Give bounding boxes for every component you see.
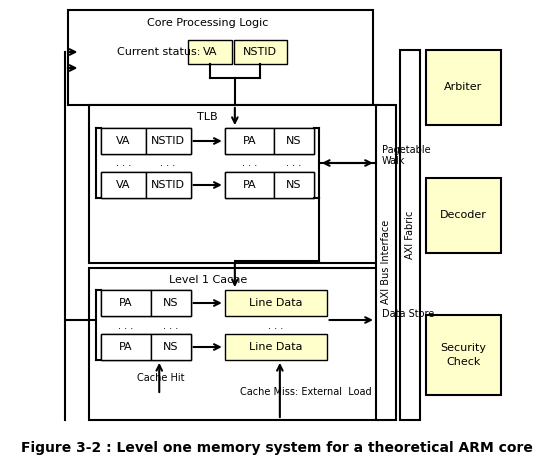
Bar — [102, 290, 151, 316]
Bar — [145, 172, 191, 198]
Text: VA: VA — [116, 180, 131, 190]
Text: Pagetable: Pagetable — [382, 145, 430, 155]
Bar — [225, 334, 327, 360]
Bar — [225, 128, 314, 154]
Bar — [274, 128, 314, 154]
Text: Decoder: Decoder — [440, 210, 487, 220]
Bar — [145, 128, 191, 154]
Bar — [274, 172, 314, 198]
Text: AXI Bus Interface: AXI Bus Interface — [381, 220, 391, 304]
Text: . . .: . . . — [242, 158, 257, 168]
Text: NS: NS — [286, 180, 301, 190]
Text: Core Processing Logic: Core Processing Logic — [147, 18, 268, 28]
Text: . . .: . . . — [118, 321, 134, 331]
Text: PA: PA — [119, 298, 133, 308]
Text: NS: NS — [286, 136, 301, 146]
Text: VA: VA — [116, 136, 131, 146]
Bar — [102, 290, 191, 316]
Text: TLB: TLB — [197, 112, 218, 122]
Text: . . .: . . . — [163, 321, 178, 331]
Text: . . .: . . . — [160, 158, 175, 168]
Text: Security: Security — [440, 343, 486, 353]
Bar — [102, 334, 191, 360]
Text: PA: PA — [242, 136, 256, 146]
Bar — [426, 315, 500, 395]
Bar — [102, 172, 191, 198]
Text: Current status:: Current status: — [117, 47, 200, 57]
Text: Cache Hit: Cache Hit — [137, 373, 185, 383]
Text: . . .: . . . — [286, 158, 301, 168]
Text: NSTID: NSTID — [151, 180, 185, 190]
Bar — [426, 50, 500, 125]
Bar — [151, 334, 191, 360]
Bar — [376, 105, 396, 420]
Bar — [225, 172, 274, 198]
Bar — [151, 290, 191, 316]
Text: Figure 3-2 : Level one memory system for a theoretical ARM core: Figure 3-2 : Level one memory system for… — [20, 441, 533, 455]
Text: NSTID: NSTID — [243, 47, 277, 57]
Text: Walk: Walk — [382, 156, 405, 166]
Bar — [67, 10, 373, 105]
Bar — [188, 40, 232, 64]
Bar — [88, 268, 378, 420]
Bar — [426, 178, 500, 253]
Text: Check: Check — [446, 357, 481, 367]
Text: Line Data: Line Data — [249, 298, 302, 308]
Bar — [102, 128, 191, 154]
Text: Data Store: Data Store — [382, 309, 434, 319]
Bar — [102, 172, 145, 198]
Bar — [102, 334, 151, 360]
Bar — [102, 128, 145, 154]
Text: VA: VA — [203, 47, 217, 57]
Bar — [234, 40, 286, 64]
Bar — [225, 128, 274, 154]
Text: Cache Miss: External  Load: Cache Miss: External Load — [240, 387, 372, 397]
Bar — [88, 105, 378, 263]
Text: AXI Fabric: AXI Fabric — [405, 211, 415, 259]
Text: NS: NS — [163, 342, 178, 352]
Text: NS: NS — [163, 298, 178, 308]
Text: PA: PA — [119, 342, 133, 352]
Text: PA: PA — [242, 180, 256, 190]
Bar — [225, 290, 327, 316]
Text: . . .: . . . — [116, 158, 131, 168]
Text: Line Data: Line Data — [249, 342, 302, 352]
Text: . . .: . . . — [268, 321, 283, 331]
Text: Arbiter: Arbiter — [444, 82, 482, 92]
Bar — [400, 50, 420, 420]
Text: NSTID: NSTID — [151, 136, 185, 146]
Text: Level 1 Cache: Level 1 Cache — [169, 275, 247, 285]
Bar — [225, 172, 314, 198]
